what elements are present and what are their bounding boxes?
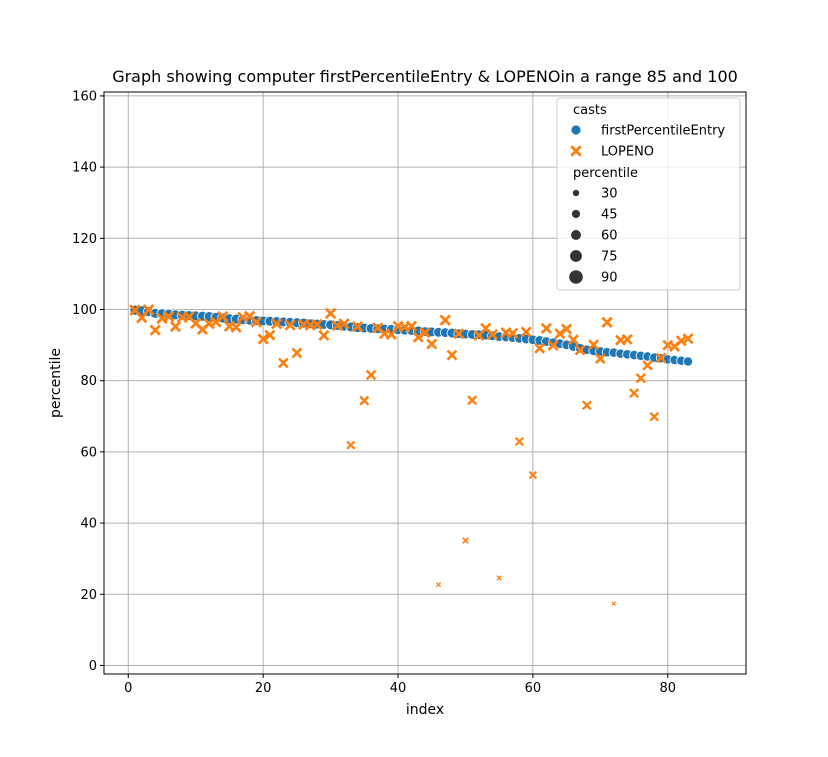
chart-title: Graph showing computer firstPercentileEn…: [112, 67, 738, 86]
y-tick-label: 20: [80, 588, 97, 603]
data-point: [467, 395, 478, 406]
data-point: [149, 324, 161, 336]
y-tick-label: 80: [80, 374, 97, 389]
data-point: [496, 575, 502, 581]
x-tick-label: 20: [255, 681, 272, 696]
data-point: [621, 333, 633, 345]
data-point: [594, 353, 606, 364]
x-tick-label: 0: [124, 681, 132, 696]
data-point: [528, 470, 538, 480]
data-point: [163, 310, 175, 323]
plot-frame: [103, 91, 747, 675]
data-point: [682, 333, 694, 345]
y-tick-label: 160: [72, 89, 97, 104]
series-firstPercentileEntry: [129, 304, 694, 367]
x-tick-label: 80: [659, 681, 676, 696]
data-point: [419, 327, 431, 339]
legend-size-label: 60: [601, 229, 618, 244]
y-tick-label: 60: [80, 445, 97, 460]
data-point: [554, 328, 566, 340]
data-point: [561, 323, 573, 335]
data-point: [540, 322, 553, 334]
legend-hue-title: casts: [573, 103, 607, 118]
data-point: [682, 356, 694, 367]
data-point: [169, 320, 182, 333]
data-point: [520, 326, 532, 338]
legend-label-LOPENO: LOPENO: [601, 145, 654, 160]
data-point: [486, 328, 499, 340]
data-point: [311, 318, 323, 331]
data-point: [439, 314, 451, 326]
x-tick-label: 40: [390, 681, 407, 696]
data-point: [574, 344, 586, 356]
legend-size-marker: [570, 250, 582, 262]
data-point: [567, 334, 579, 346]
data-point: [270, 318, 283, 330]
legend-size-marker: [571, 230, 581, 240]
data-point: [601, 316, 613, 328]
data-point: [324, 307, 337, 320]
data-point: [426, 338, 438, 350]
legend-size-title: percentile: [573, 166, 638, 181]
data-point: [351, 320, 364, 333]
data-point: [453, 328, 465, 340]
data-point: [462, 537, 469, 544]
legend-marker-LOPENO: [570, 145, 582, 157]
y-axis-label: percentile: [48, 348, 64, 418]
data-point: [655, 352, 667, 364]
legend-size-marker: [572, 189, 580, 197]
series-LOPENO: [129, 304, 694, 606]
legend-box: [556, 97, 741, 291]
data-points: [129, 304, 694, 606]
x-tick-label: 60: [525, 681, 542, 696]
data-point: [257, 333, 269, 345]
data-point: [318, 329, 330, 342]
data-point: [365, 369, 377, 381]
legend-size-label: 90: [601, 271, 618, 286]
data-point: [250, 316, 263, 328]
data-point: [649, 411, 660, 422]
data-point: [588, 339, 600, 351]
axis-ticks: 0 20 40 60 80 0 20 40 60 80 100 120 140 160: [72, 89, 676, 696]
legend-size-label: 75: [601, 250, 618, 265]
data-point: [581, 400, 592, 411]
data-point: [642, 360, 653, 371]
data-point: [346, 440, 356, 450]
data-point: [507, 327, 519, 339]
y-tick-label: 120: [72, 232, 97, 247]
data-point: [359, 395, 370, 406]
data-point: [611, 601, 617, 606]
data-point: [264, 329, 276, 341]
legend: casts firstPercentileEntry LOPENO percent…: [556, 97, 741, 291]
legend-size-marker: [571, 209, 581, 219]
data-point: [514, 437, 524, 447]
data-point: [278, 357, 289, 369]
legend-size-label: 30: [601, 187, 618, 202]
y-tick-label: 140: [72, 161, 97, 176]
x-axis-label: index: [406, 702, 444, 718]
data-point: [547, 339, 559, 351]
legend-label-firstPercentileEntry: firstPercentileEntry: [601, 124, 725, 139]
data-point: [412, 331, 424, 343]
data-point: [405, 320, 418, 332]
data-point: [284, 319, 296, 331]
data-point: [629, 388, 640, 399]
y-tick-label: 0: [89, 659, 97, 674]
data-point: [435, 582, 442, 588]
data-point: [142, 304, 155, 316]
legend-marker-firstPercentileEntry: [570, 124, 582, 136]
legend-size-label: 45: [601, 208, 618, 223]
data-point: [446, 349, 458, 361]
legend-size-marker: [569, 270, 583, 284]
data-point: [291, 347, 303, 359]
data-point: [338, 318, 350, 330]
data-point: [534, 342, 546, 354]
y-tick-label: 100: [72, 303, 97, 318]
y-tick-label: 40: [80, 517, 97, 532]
data-point: [230, 321, 242, 333]
data-point: [635, 373, 646, 384]
data-point: [216, 310, 229, 323]
